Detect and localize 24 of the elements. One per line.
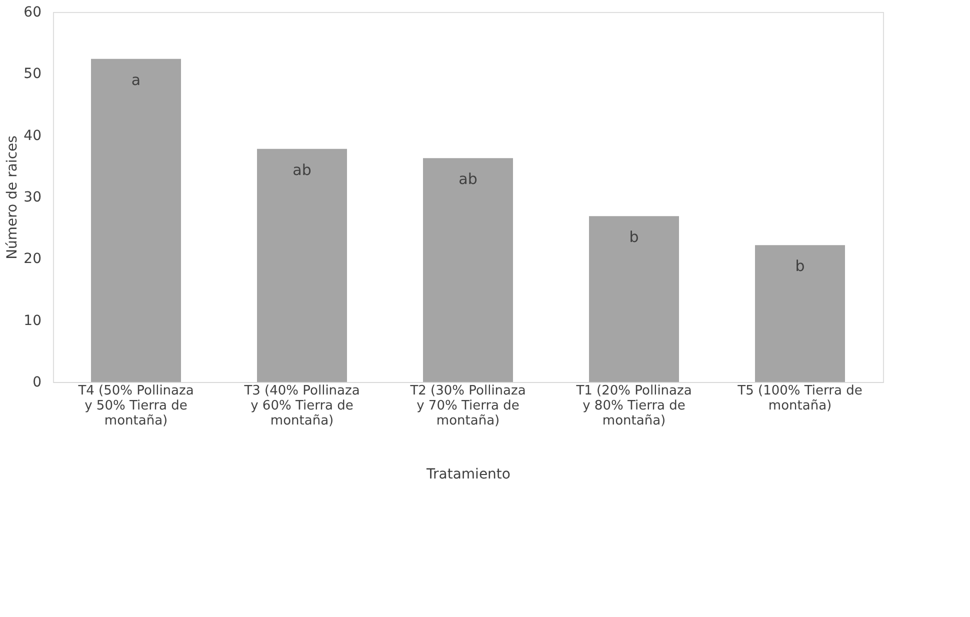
y-tick-label: 60 [24,4,42,20]
bar [589,216,679,382]
y-tick-label: 50 [24,66,42,82]
bar [91,58,181,382]
x-tick-label: T5 (100% Tierra de montaña) [736,384,862,414]
annotation: ab [292,160,312,179]
x-axis-title: Tratamiento [426,466,510,482]
bar [423,158,513,382]
y-tick-label: 30 [24,190,42,206]
y-tick-label: 20 [24,251,42,268]
annotation: a [131,70,141,89]
x-tick-label: T4 (50% Pollinaza y 50% Tierra de montaña) [77,384,194,428]
x-tick-label: T3 (40% Pollinaza y 60% Tierra de montaña) [243,384,360,428]
y-axis-title: Número de raices [4,136,21,260]
annotation: ab [458,170,478,188]
annotation: b [795,257,805,276]
y-tick-label: 0 [32,374,42,390]
y-tick-label: 40 [24,128,42,144]
annotation: b [629,228,639,246]
x-tick-label: T1 (20% Pollinaza y 80% Tierra de montaña) [575,384,692,428]
bar [257,148,347,382]
x-tick-label: T2 (30% Pollinaza y 70% Tierra de montaña) [409,384,526,428]
bar [755,245,845,382]
y-tick-label: 10 [24,312,42,329]
